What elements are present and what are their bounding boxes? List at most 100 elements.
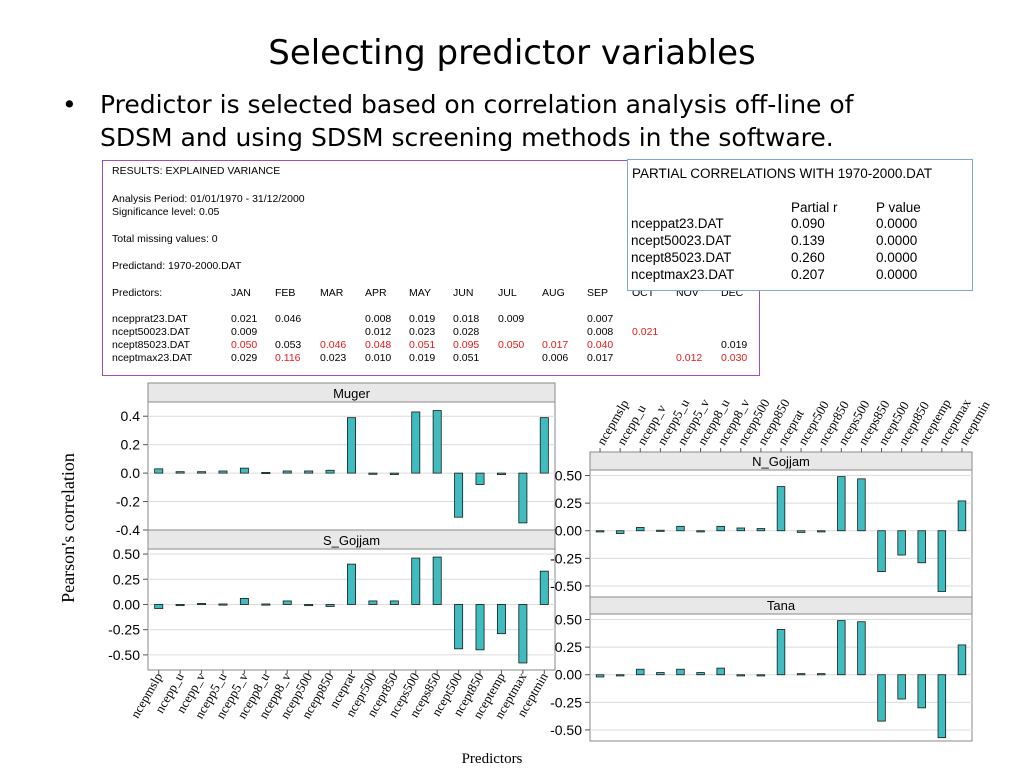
- variance-value: 0.040: [587, 339, 614, 351]
- y-tick-label: -0.2: [116, 494, 140, 510]
- variance-value: 0.019: [409, 352, 436, 364]
- bar: [937, 530, 947, 592]
- chart-strip: [147, 529, 556, 550]
- y-tick-label: -0.25: [550, 694, 582, 710]
- variance-value: 0.017: [587, 352, 614, 364]
- partial-title: PARTIAL CORRELATIONS WITH 1970-2000.DAT: [632, 166, 933, 181]
- bar: [218, 603, 228, 606]
- bar: [432, 410, 442, 474]
- bar: [656, 672, 665, 676]
- chart-strip: [589, 596, 973, 615]
- predictors-label: Predictors:: [112, 287, 163, 299]
- chart-title: Tana: [767, 598, 796, 613]
- analysis-period: Analysis Period: 01/01/1970 - 31/12/2000: [112, 193, 305, 205]
- bar: [197, 603, 207, 606]
- bar: [411, 557, 421, 605]
- partial-predictor: nceppat23.DAT: [631, 216, 724, 231]
- bar: [411, 411, 421, 474]
- variance-value: 0.008: [587, 326, 614, 338]
- bar: [325, 469, 335, 474]
- month-header: MAR: [320, 287, 344, 299]
- bar: [304, 604, 314, 607]
- results-title: RESULTS: EXPLAINED VARIANCE: [112, 165, 281, 177]
- bar: [197, 471, 207, 474]
- bar: [937, 674, 947, 739]
- predictor-name: nceptmax23.DAT: [112, 352, 193, 364]
- y-tick-label: -0.50: [108, 647, 140, 663]
- bar: [877, 674, 886, 722]
- p-value: 0.0000: [876, 233, 918, 248]
- bar: [282, 600, 292, 605]
- variance-value: 0.051: [409, 339, 436, 351]
- bar: [595, 674, 605, 678]
- y-tick-label: 0.0: [121, 465, 141, 481]
- variance-value: 0.023: [320, 352, 347, 364]
- variance-value: 0.053: [275, 339, 302, 351]
- bar: [957, 500, 967, 532]
- predictor-name: ncept85023.DAT: [112, 339, 191, 351]
- bar: [518, 604, 528, 664]
- variance-value: 0.030: [721, 352, 748, 364]
- y-tick-label: 0.00: [555, 523, 582, 539]
- bar: [475, 604, 485, 651]
- y-tick-label: 0.2: [121, 437, 141, 453]
- variance-value: 0.018: [453, 313, 480, 325]
- variance-value: 0.051: [453, 352, 480, 364]
- month-header: SEP: [587, 287, 609, 299]
- bar: [676, 668, 685, 676]
- bar: [389, 600, 399, 605]
- bar: [261, 603, 271, 606]
- bar: [917, 674, 926, 709]
- predictand: Predictand: 1970-2000.DAT: [112, 260, 242, 272]
- bar: [897, 530, 906, 556]
- bar: [154, 604, 164, 609]
- partial-r-value: 0.260: [791, 250, 825, 265]
- partial-predictor: nceptmax23.DAT: [631, 267, 735, 282]
- bar: [175, 604, 185, 607]
- variance-value: 0.009: [231, 326, 258, 338]
- partial-r-value: 0.090: [791, 216, 825, 231]
- bar: [696, 530, 705, 533]
- bar: [816, 673, 826, 676]
- bar: [716, 667, 725, 676]
- bar: [796, 530, 806, 533]
- y-tick-label: 0.00: [555, 667, 582, 683]
- variance-value: 0.019: [409, 313, 436, 325]
- y-tick-label: 0.50: [113, 546, 140, 562]
- bar: [736, 674, 746, 677]
- bar: [218, 470, 228, 474]
- bar: [877, 530, 886, 573]
- bar: [282, 470, 292, 474]
- bar: [736, 527, 746, 532]
- variance-value: 0.021: [632, 326, 659, 338]
- variance-value: 0.006: [542, 352, 569, 364]
- bar: [368, 600, 378, 605]
- bar: [432, 556, 442, 605]
- variance-value: 0.116: [275, 352, 301, 364]
- bar: [454, 472, 464, 518]
- partial-r-value: 0.139: [791, 233, 825, 248]
- partial-predictor: ncept50023.DAT: [631, 233, 732, 248]
- y-tick-label: 0.25: [555, 639, 582, 655]
- bar: [837, 620, 846, 676]
- y-tick-label: 0.4: [121, 408, 141, 424]
- p-value: 0.0000: [876, 250, 918, 265]
- variance-value: 0.012: [365, 326, 392, 338]
- bar: [175, 471, 185, 474]
- bar: [816, 530, 826, 533]
- variance-value: 0.007: [587, 313, 614, 325]
- bar: [696, 672, 705, 676]
- variance-value: 0.012: [676, 352, 703, 364]
- bar: [676, 525, 685, 532]
- x-axis-title: Predictors: [462, 751, 523, 767]
- partial-correlations-panel: PARTIAL CORRELATIONS WITH 1970-2000.DAT …: [627, 159, 973, 291]
- bar: [325, 604, 335, 607]
- y-tick-label: -0.50: [550, 578, 582, 594]
- bar: [347, 563, 356, 605]
- month-header: AUG: [542, 287, 565, 299]
- bar: [636, 668, 645, 676]
- chart-title: N_Gojjam: [752, 454, 810, 469]
- chart-strip: [147, 382, 556, 403]
- predictor-name: ncept50023.DAT: [112, 326, 191, 338]
- bullet-symbol: •: [62, 90, 77, 119]
